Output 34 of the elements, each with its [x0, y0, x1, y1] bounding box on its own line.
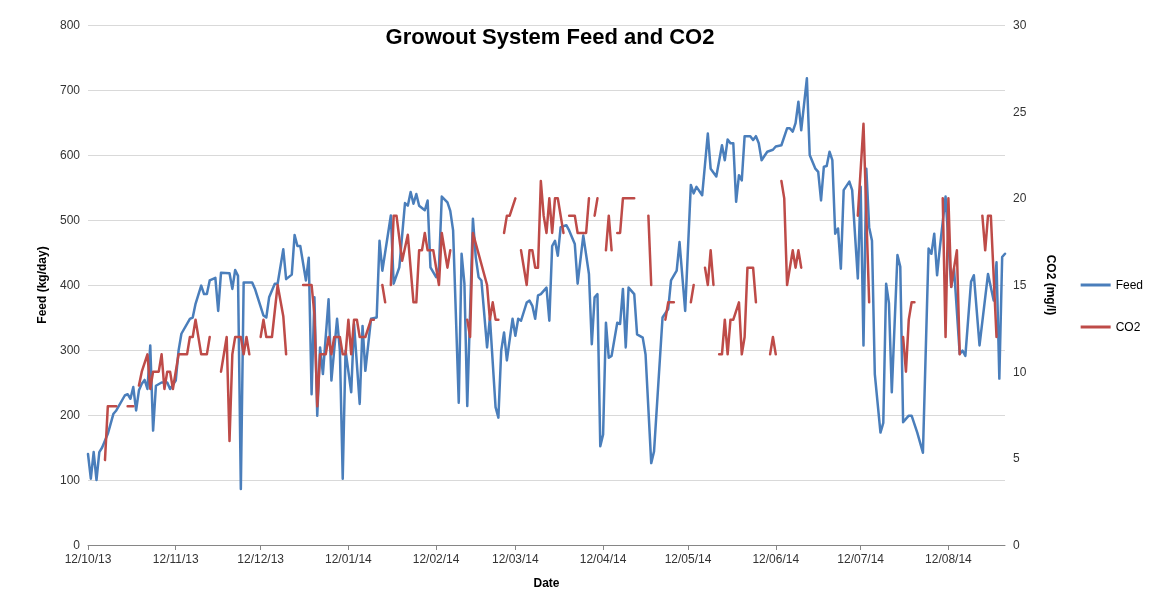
y-tick-label: 200 — [59, 408, 81, 422]
x-tick-label: 12/12/13 — [237, 552, 285, 566]
y-tick-label: 700 — [59, 83, 81, 97]
x-tick-label: 12/04/14 — [579, 552, 627, 566]
y-tick-label: 500 — [59, 213, 81, 227]
y-tick-label: 400 — [59, 278, 81, 292]
y2-tick-label: 0 — [1013, 538, 1020, 552]
y-tick-label: 600 — [59, 148, 81, 162]
y2-tick-label: 20 — [1013, 191, 1027, 206]
y2-tick-label: 5 — [1013, 451, 1020, 466]
y-tick-label: 100 — [59, 473, 81, 487]
y2-tick-label: 25 — [1013, 104, 1027, 119]
chart-title: Growout System Feed and CO2 — [385, 23, 715, 49]
y2-axis-title: CO2 (mg/l) — [1044, 254, 1058, 316]
x-tick-label: 12/01/14 — [325, 552, 373, 566]
line-series — [86, 77, 1007, 491]
x-tick-label: 12/06/14 — [752, 552, 800, 566]
x-axis-title: Date — [533, 576, 560, 590]
x-tick-label: 12/05/14 — [664, 552, 712, 566]
y2-tick-label: 10 — [1013, 364, 1027, 379]
x-tick-label: 12/07/14 — [837, 552, 885, 566]
y-axis-title: Feed (kg/day) — [35, 246, 49, 324]
y-tick-label: 800 — [59, 18, 81, 32]
x-tick-label: 12/03/14 — [492, 552, 540, 566]
legend-label: Feed — [1115, 278, 1144, 292]
x-tick-label: 12/11/13 — [152, 552, 199, 566]
y-tick-label: 0 — [73, 538, 81, 552]
y2-tick-label: 30 — [1013, 18, 1027, 32]
y2-tick-label: 15 — [1013, 278, 1027, 292]
x-tick-label: 12/08/14 — [925, 552, 973, 566]
y-tick-label: 300 — [59, 343, 81, 357]
x-tick-label: 12/02/14 — [412, 552, 460, 566]
x-tick-label: 12/10/13 — [64, 552, 112, 566]
legend-label: CO2 — [1115, 320, 1141, 334]
